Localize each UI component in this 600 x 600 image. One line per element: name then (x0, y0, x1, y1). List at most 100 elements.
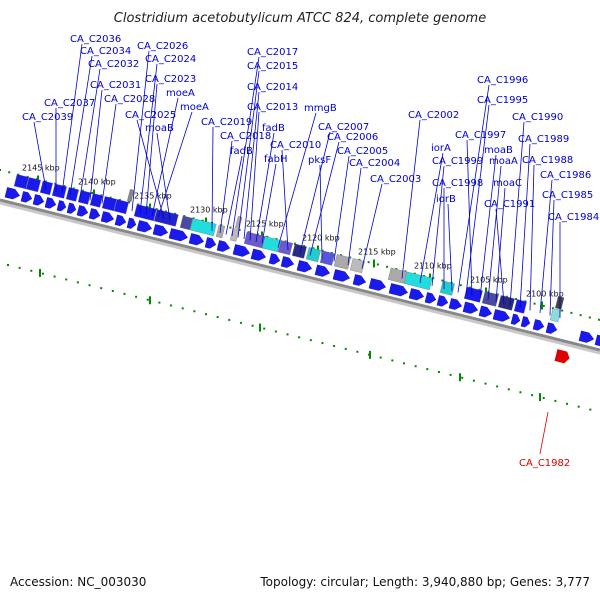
gene-label: moaB (484, 145, 513, 156)
leader-line (243, 91, 260, 240)
inner-dot (414, 365, 417, 368)
tick-dot (441, 279, 444, 282)
gene-block (113, 199, 129, 215)
inner-dot (507, 388, 510, 391)
leader-line (277, 112, 317, 248)
kbp-tick-label: 2115 kbp (358, 248, 396, 257)
backbone-shadow (0, 201, 600, 355)
gene-label: fadB (230, 146, 253, 157)
inner-dot (65, 278, 68, 281)
gene-label: CA_C2015 (247, 61, 298, 72)
leader-line (539, 179, 553, 314)
gene-label: CA_C1998 (432, 178, 483, 189)
inner-tick (459, 373, 461, 382)
tick-dot (459, 284, 462, 287)
gene-block (387, 267, 407, 284)
tick-dot (128, 201, 131, 204)
accession-text: Accession: NC_003030 (10, 575, 146, 589)
leader-line (549, 199, 555, 316)
tick-dot (155, 208, 158, 211)
gene-label: CA_C2010 (270, 140, 321, 151)
gene-block (261, 236, 281, 253)
inner-dot (239, 321, 242, 324)
gene-block (65, 187, 79, 202)
forward-gene-arrow (368, 278, 387, 291)
gene-label: CA_C2039 (22, 112, 73, 123)
gene-block (39, 180, 53, 196)
gene-label: CA_C2007 (318, 122, 369, 133)
forward-gene-arrow (314, 264, 331, 277)
genome-summary-text: Topology: circular; Length: 3,940,880 bp… (259, 575, 590, 589)
gene-block (77, 190, 91, 205)
leader-line (431, 165, 445, 287)
inner-dot (274, 330, 277, 333)
inner-tick (369, 350, 371, 359)
inner-dot (449, 373, 452, 376)
inner-tick (539, 393, 541, 402)
gene-label: moaB (145, 123, 174, 134)
forward-gene-arrow (478, 305, 493, 318)
forward-gene-arrow (4, 187, 21, 200)
kbp-tick-label: 2120 kbp (302, 234, 340, 243)
leader-line (219, 140, 233, 234)
gene-block (179, 215, 193, 231)
forward-gene-arrow (168, 228, 188, 242)
leader-line (509, 121, 525, 306)
inner-dot (461, 376, 464, 379)
inner-dot (251, 324, 254, 327)
gene-block (403, 271, 433, 290)
tick-dot (542, 304, 545, 307)
forward-gene-arrow (510, 313, 521, 325)
forward-gene-arrow (545, 322, 558, 334)
forward-gene-arrow (424, 292, 437, 304)
gene-label: CA_C2025 (125, 110, 176, 121)
gene-label: CA_C2036 (70, 34, 121, 45)
gene-block (101, 196, 117, 212)
inner-dot (18, 266, 21, 269)
highlight-leader-line (539, 411, 549, 455)
inner-dot (437, 371, 440, 374)
inner-dot (181, 307, 184, 310)
kbp-tick-label: 2130 kbp (190, 206, 228, 215)
forward-gene-arrow (532, 319, 545, 331)
leader-line (139, 63, 158, 214)
gene-label: CA_C1991 (484, 199, 535, 210)
gene-label: CA_C2013 (247, 102, 298, 113)
kbp-tick-label: 2100 kbp (526, 290, 564, 299)
tick-dot (598, 318, 600, 321)
forward-gene-arrow (492, 309, 511, 322)
inner-dot (356, 350, 359, 353)
tick-dot (376, 263, 379, 266)
gene-block (463, 286, 483, 303)
gene-label: CA_C1986 (540, 170, 591, 181)
forward-gene-arrow (32, 194, 45, 206)
inner-dot (589, 408, 592, 411)
inner-dot (88, 284, 91, 287)
leader-line (237, 70, 260, 238)
gene-marker (235, 216, 243, 230)
inner-dot (135, 295, 138, 298)
inner-tick (259, 323, 261, 332)
backbone (0, 198, 600, 352)
gene-label: CA_C1996 (477, 75, 528, 86)
leader-line (33, 121, 47, 190)
tick-dot (367, 261, 370, 264)
inner-dot (158, 301, 161, 304)
gene-label: CA_C2018 (220, 131, 271, 142)
inner-dot (7, 264, 9, 266)
leader-line (281, 149, 289, 251)
gene-label: CA_C2028 (104, 94, 155, 105)
inner-dot (402, 362, 405, 365)
forward-gene-arrow (216, 240, 231, 252)
gene-label: CA_C2032 (88, 59, 139, 70)
gene-label: CA_C2005 (337, 146, 388, 157)
gene-label: iorB (436, 194, 456, 205)
forward-gene-arrow (408, 288, 425, 301)
gene-track (0, 174, 600, 364)
gene-block (13, 174, 29, 190)
leader-line (466, 139, 473, 297)
gene-label: CA_C2004 (349, 158, 400, 169)
tick-dot (386, 265, 389, 268)
inner-dot (391, 359, 394, 362)
